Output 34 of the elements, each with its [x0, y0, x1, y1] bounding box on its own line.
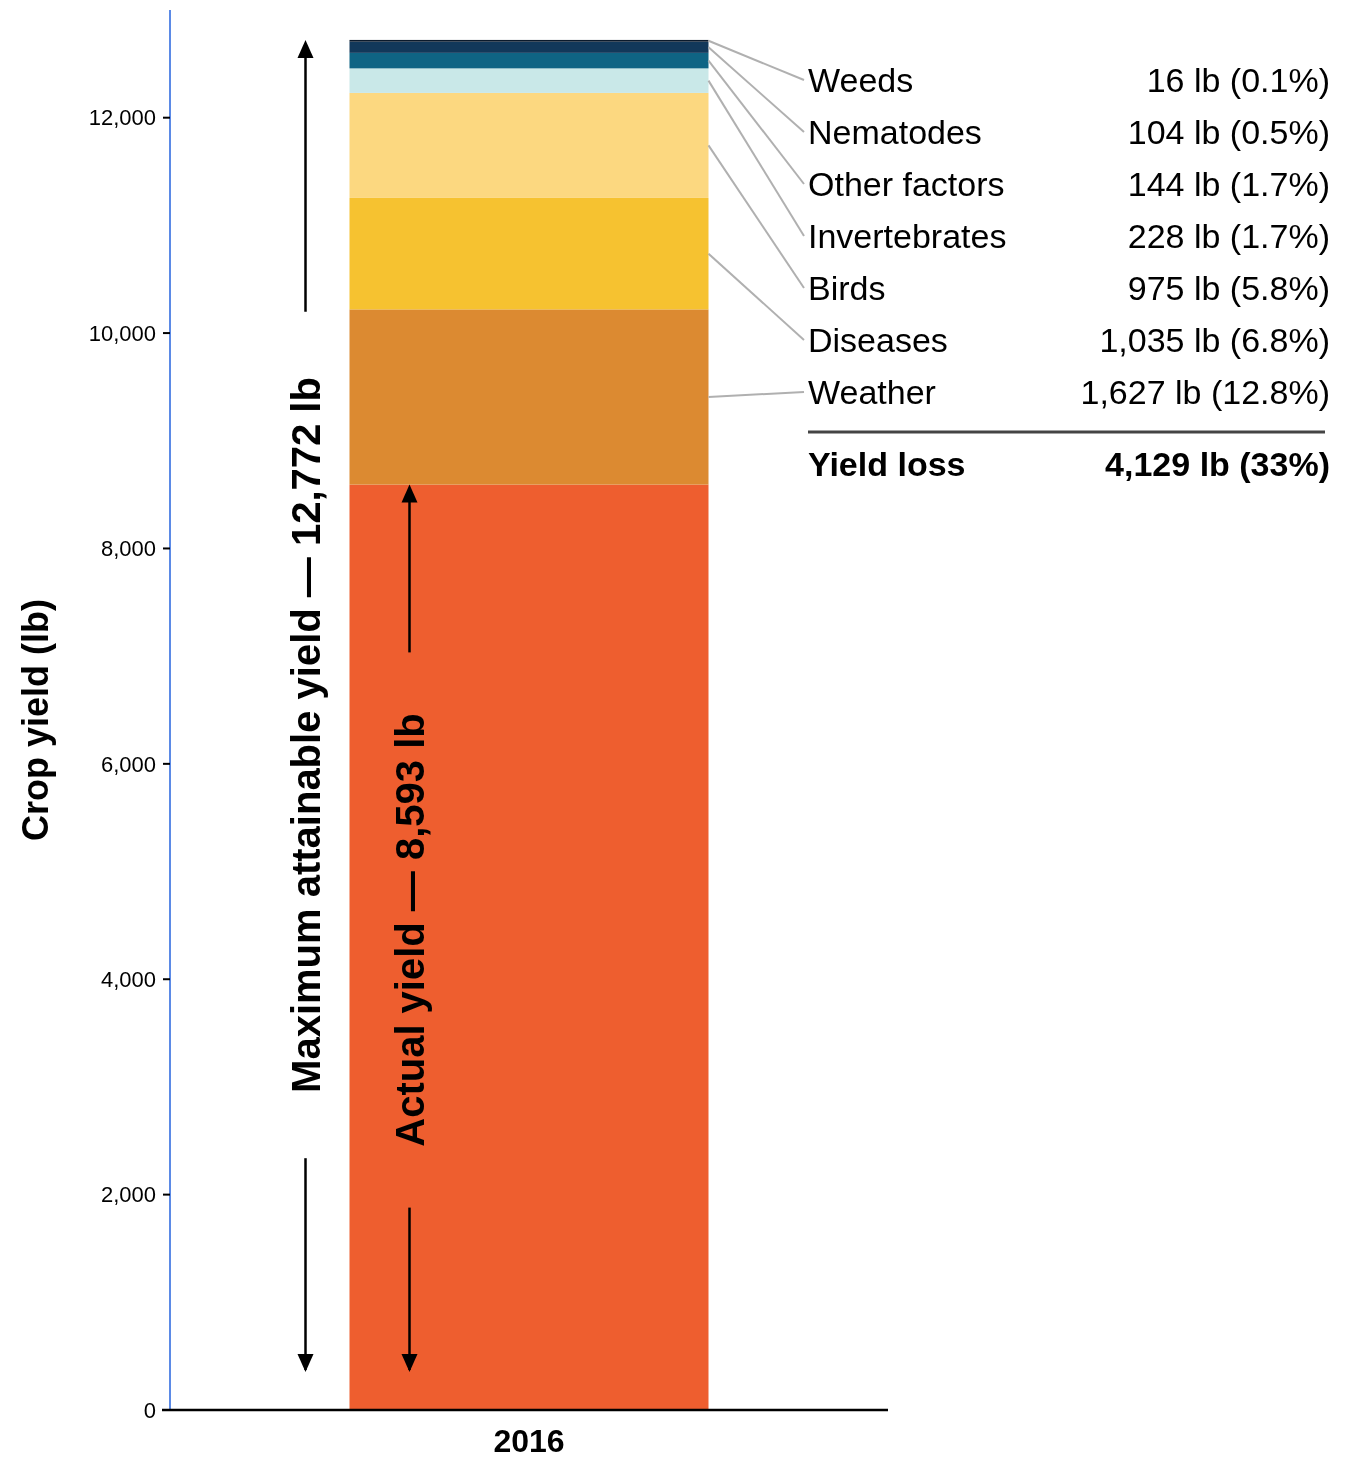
bar — [349, 41, 709, 53]
annotation: Actual yield — 8,593 lb — [387, 713, 432, 1147]
y-tick-label: 8,000 — [100, 536, 156, 562]
y-tick-label: 4,000 — [100, 966, 156, 992]
text: 1,035 lb (6.8%) — [1099, 320, 1330, 359]
y-tick-label: 0 — [143, 1397, 156, 1423]
text: 16 lb (0.1%) — [1146, 60, 1330, 99]
y-tick-label: 2,000 — [100, 1182, 156, 1208]
bar — [349, 309, 709, 485]
bar — [349, 197, 709, 310]
text: Nematodes — [808, 112, 982, 151]
text: Diseases — [808, 320, 948, 359]
text: 104 lb (0.5%) — [1127, 112, 1330, 151]
text: 975 lb (5.8%) — [1127, 268, 1330, 307]
bar — [349, 52, 709, 69]
y-tick-label: 12,000 — [88, 105, 156, 131]
text: 4,129 lb (33%) — [1105, 444, 1330, 483]
bar — [349, 484, 709, 1410]
text: Weather — [808, 372, 936, 411]
y-axis-title: Crop yield (lb) — [15, 599, 56, 841]
text: Birds — [808, 268, 886, 307]
text: Invertebrates — [808, 216, 1007, 255]
x-tick-label: 2016 — [493, 1423, 565, 1459]
annotation: Yield loss — [808, 444, 966, 483]
text: Other factors — [808, 164, 1005, 203]
text: Weeds — [808, 60, 914, 99]
annotation: Maximum attainable yield — 12,772 lb — [283, 377, 328, 1093]
text: 144 lb (1.7%) — [1127, 164, 1330, 203]
text: 1,627 lb (12.8%) — [1080, 372, 1330, 411]
y-tick-label: 10,000 — [88, 320, 156, 346]
bar — [349, 68, 709, 93]
text: 228 lb (1.7%) — [1127, 216, 1330, 255]
y-tick-label: 6,000 — [100, 751, 156, 777]
bar — [349, 92, 709, 198]
